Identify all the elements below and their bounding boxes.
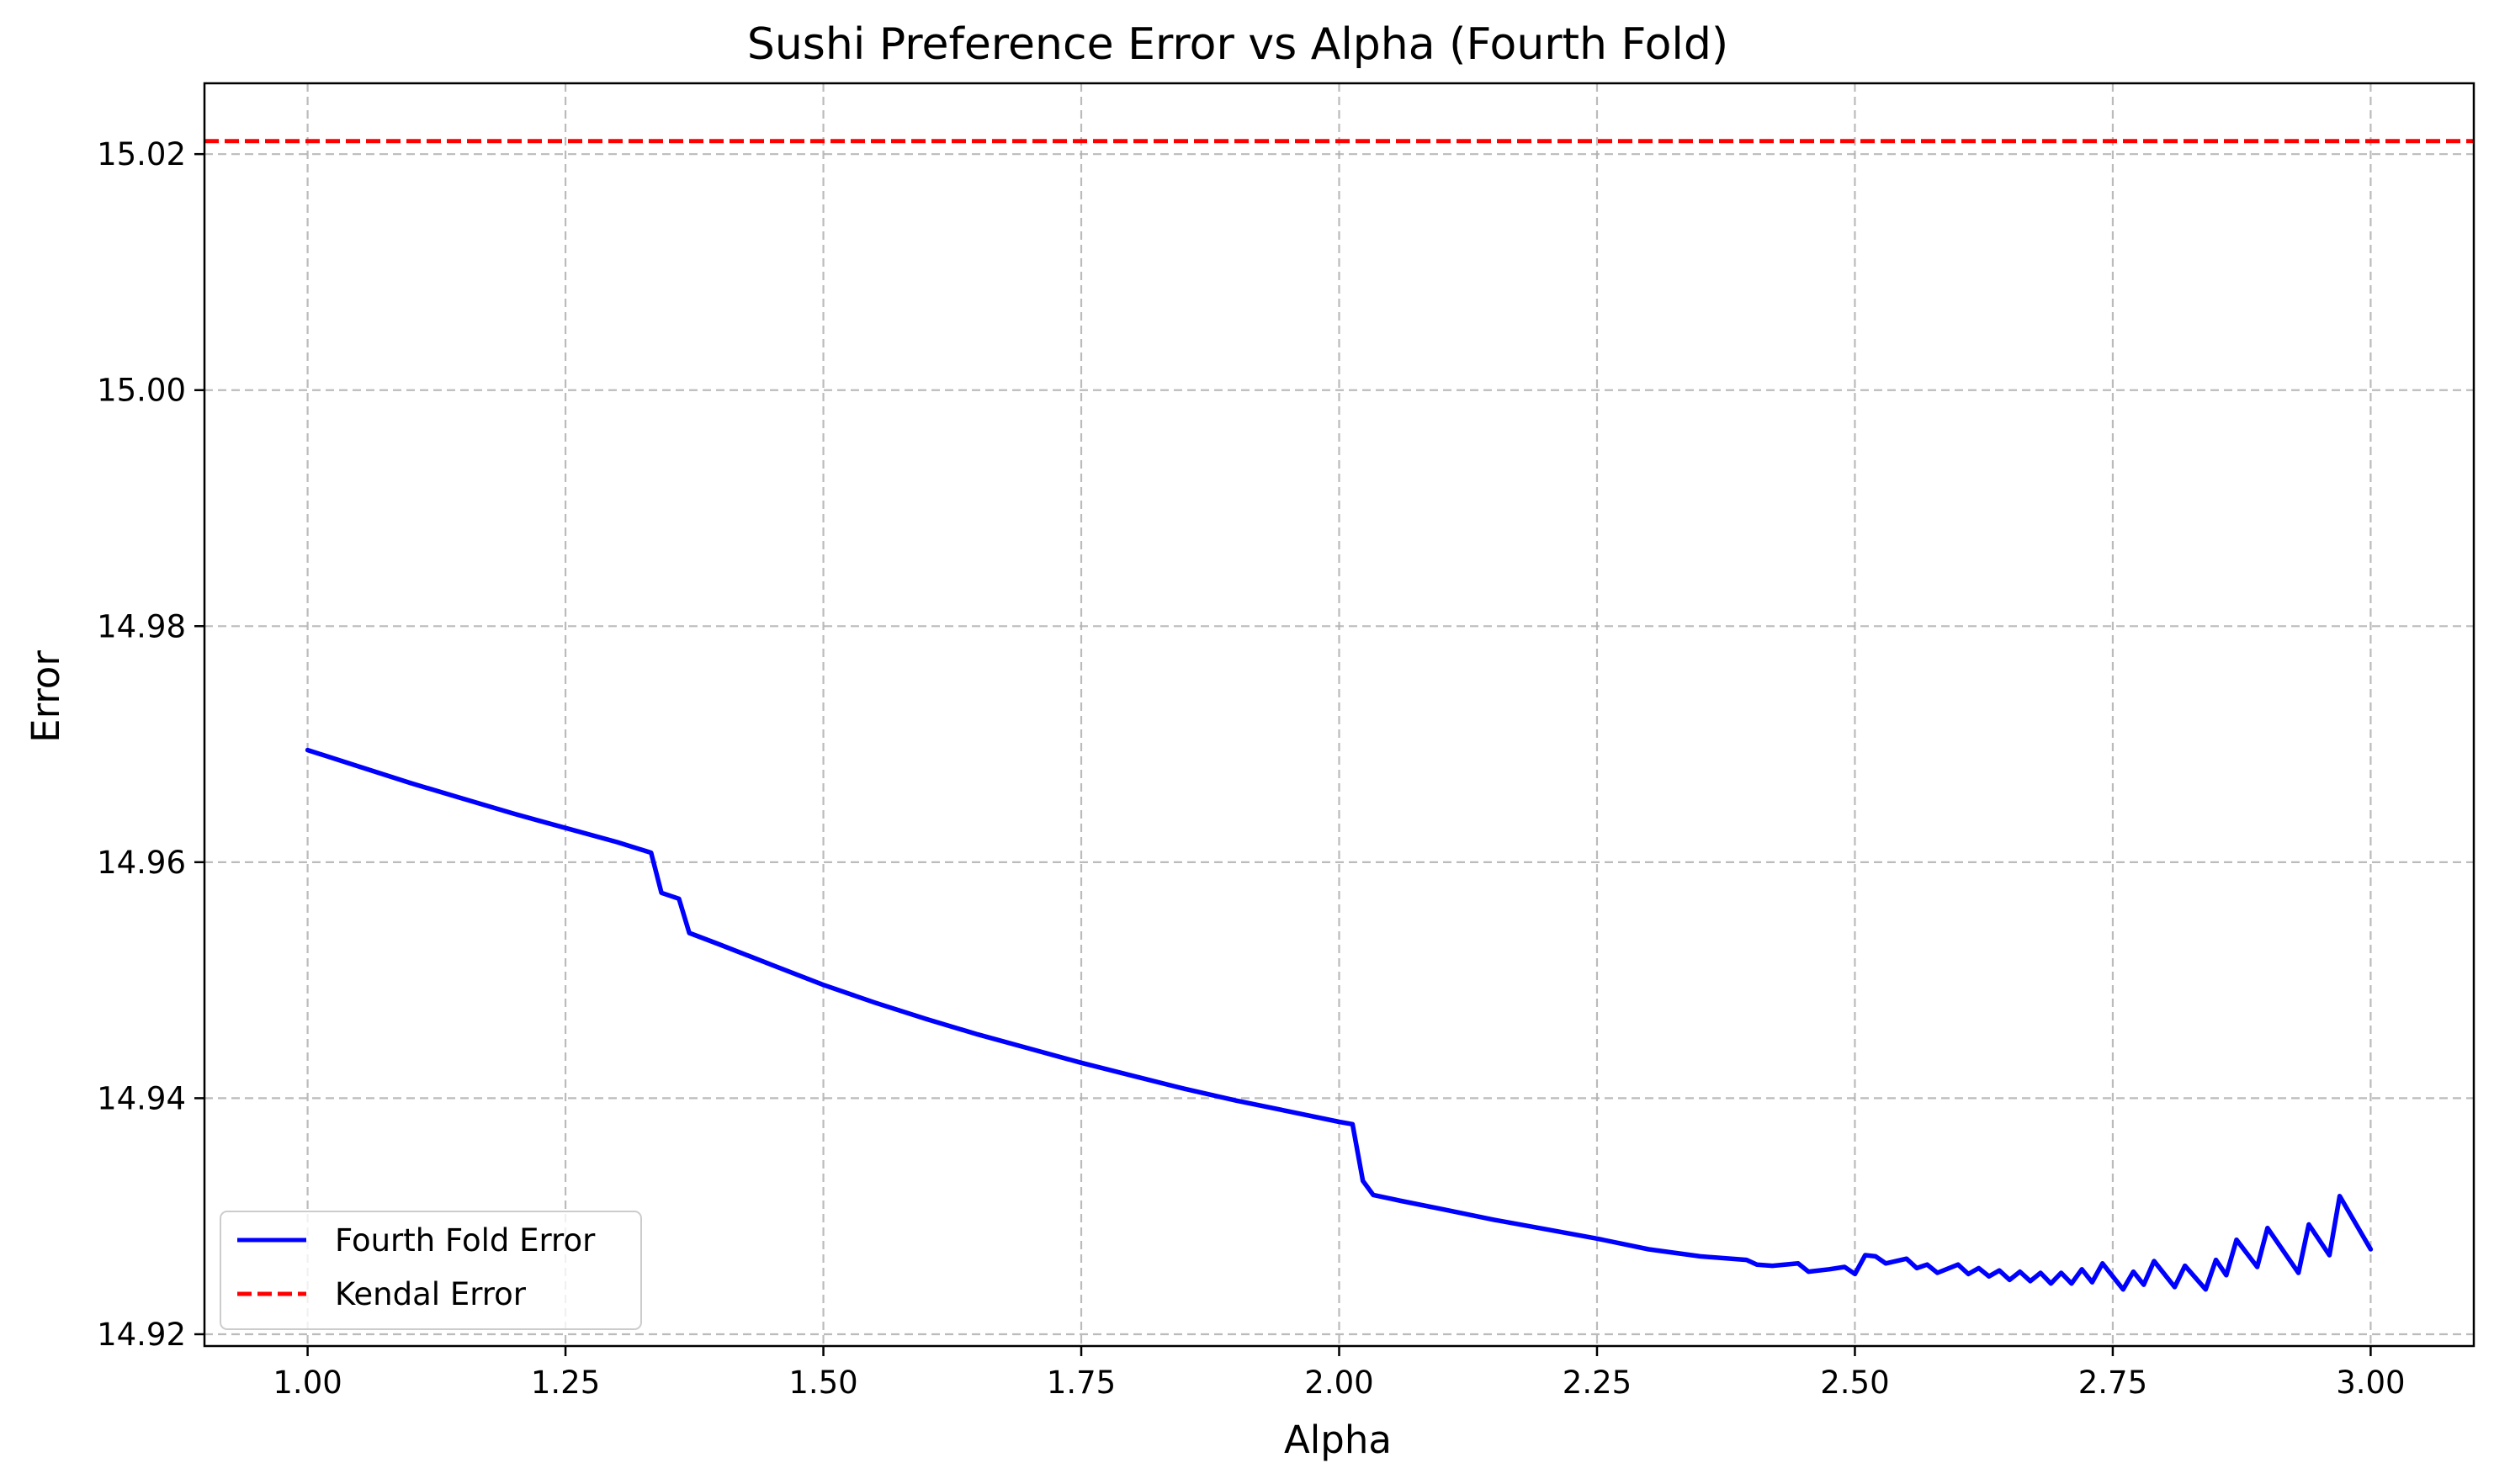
x-tick-label: 2.00 [1304,1365,1373,1401]
y-axis-ticks: 14.92 14.94 14.96 14.98 15.00 15.02 [97,136,204,1353]
legend-label-fourth-fold-error: Fourth Fold Error [335,1222,596,1259]
x-tick-label: 1.75 [1047,1365,1116,1401]
y-tick-label: 14.96 [97,845,186,881]
x-tick-label: 2.75 [2078,1365,2147,1401]
x-tick-label: 1.25 [531,1365,600,1401]
plot-series [204,139,2474,1292]
x-tick-label: 2.25 [1563,1365,1632,1401]
x-tick-label: 1.00 [273,1365,342,1401]
legend-label-kendal-error: Kendal Error [335,1276,527,1312]
y-tick-label: 14.98 [97,608,186,644]
x-axis-ticks: 1.00 1.25 1.50 1.75 2.00 2.25 2.50 2.75 3.00 [273,1346,2406,1401]
legend-box [220,1211,642,1330]
series-fourth-fold-error-line [305,747,2374,1292]
y-axis-label: Error [24,650,68,743]
x-tick-label: 2.50 [1820,1365,1889,1401]
grid [204,83,2474,1346]
y-tick-label: 15.02 [97,136,186,172]
x-tick-label: 3.00 [2336,1365,2405,1401]
y-tick-label: 14.94 [97,1080,186,1116]
x-tick-label: 1.50 [788,1365,857,1401]
y-tick-label: 14.92 [97,1317,186,1353]
y-tick-label: 15.00 [97,373,186,409]
x-axis-label: Alpha [1284,1418,1392,1462]
legend: Fourth Fold Error Kendal Error [220,1211,642,1330]
chart-title: Sushi Preference Error vs Alpha (Fourth … [747,19,1728,70]
